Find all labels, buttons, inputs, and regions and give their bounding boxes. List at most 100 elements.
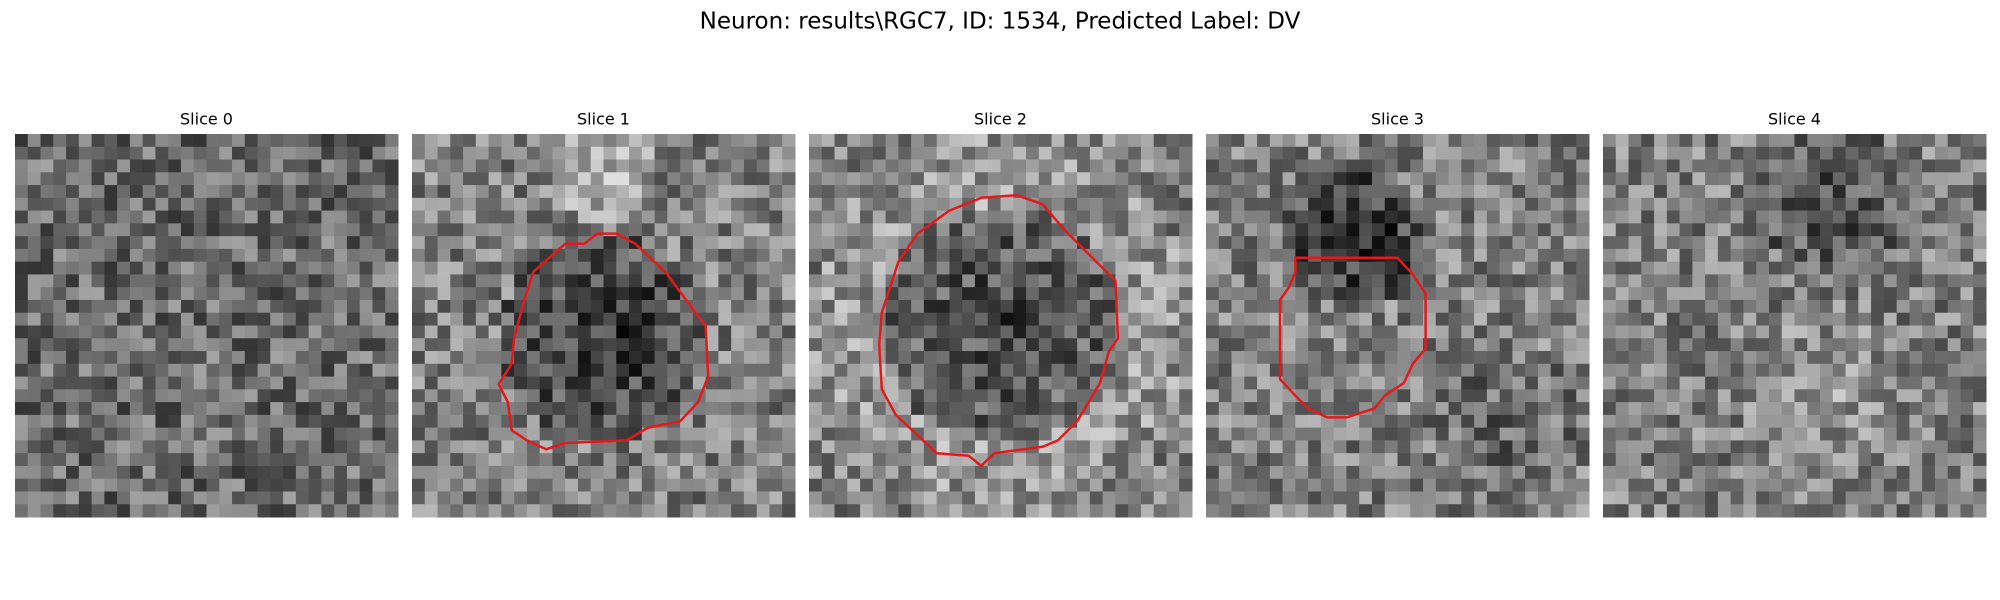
pixel xyxy=(308,376,322,390)
pixel xyxy=(1410,414,1424,429)
pixel xyxy=(1563,491,1577,505)
pixel xyxy=(603,185,617,199)
pixel xyxy=(834,363,848,378)
pixel xyxy=(334,363,348,378)
pixel xyxy=(1603,236,1617,250)
pixel xyxy=(1512,325,1526,339)
pixel xyxy=(270,402,284,416)
pixel xyxy=(1064,325,1078,339)
slice-image xyxy=(1206,134,1590,518)
pixel xyxy=(437,261,451,275)
pixel xyxy=(1128,389,1142,403)
pixel xyxy=(743,478,758,492)
pixel xyxy=(860,491,874,505)
pixel xyxy=(1179,478,1193,492)
pixel xyxy=(756,261,770,275)
pixel xyxy=(1563,261,1577,275)
pixel xyxy=(1525,248,1539,263)
pixel xyxy=(295,210,310,224)
pixel xyxy=(974,248,989,263)
pixel xyxy=(117,414,131,429)
pixel xyxy=(1410,185,1424,199)
pixel xyxy=(463,287,477,301)
pixel xyxy=(923,414,938,429)
pixel xyxy=(1179,172,1193,186)
pixel xyxy=(1486,146,1501,161)
pixel xyxy=(1026,185,1040,199)
pixel xyxy=(1064,274,1078,288)
pixel xyxy=(346,197,361,212)
pixel xyxy=(270,236,284,250)
pixel xyxy=(168,427,182,441)
pixel xyxy=(359,325,373,339)
pixel xyxy=(1871,261,1885,275)
pixel xyxy=(1026,338,1040,352)
pixel xyxy=(1768,134,1783,148)
pixel xyxy=(1909,465,1923,480)
pixel xyxy=(603,465,617,480)
pixel xyxy=(78,210,93,224)
pixel xyxy=(232,223,246,237)
pixel xyxy=(1603,172,1617,186)
pixel xyxy=(1128,453,1142,467)
pixel xyxy=(680,376,694,390)
pixel xyxy=(295,338,310,352)
pixel xyxy=(718,236,732,250)
pixel xyxy=(1832,172,1847,186)
pixel xyxy=(1397,185,1411,199)
pixel xyxy=(1257,478,1271,492)
pixel xyxy=(283,185,297,199)
pixel xyxy=(412,440,426,454)
pixel xyxy=(769,248,783,263)
pixel xyxy=(142,248,156,263)
pixel xyxy=(437,312,451,326)
pixel xyxy=(1922,210,1936,224)
pixel xyxy=(756,325,770,339)
pixel xyxy=(475,338,490,352)
pixel xyxy=(923,478,938,492)
pixel xyxy=(359,402,373,416)
pixel xyxy=(834,210,848,224)
pixel xyxy=(295,274,310,288)
pixel xyxy=(1371,274,1386,288)
pixel xyxy=(731,159,745,173)
pixel xyxy=(590,287,604,301)
pixel xyxy=(1140,223,1155,237)
pixel xyxy=(1679,440,1693,454)
pixel xyxy=(1512,363,1526,378)
pixel xyxy=(1269,287,1284,301)
pixel xyxy=(257,223,271,237)
pixel xyxy=(450,453,464,467)
pixel xyxy=(1231,172,1245,186)
pixel xyxy=(590,325,604,339)
pixel xyxy=(1140,414,1155,429)
pixel xyxy=(1705,299,1719,314)
pixel xyxy=(232,504,246,518)
pixel xyxy=(1858,248,1872,263)
pixel xyxy=(923,197,938,212)
pixel xyxy=(1922,159,1936,173)
pixel xyxy=(424,478,439,492)
pixel xyxy=(692,159,707,173)
pixel xyxy=(1756,414,1770,429)
pixel xyxy=(1218,351,1233,365)
pixel xyxy=(1038,465,1053,480)
pixel xyxy=(475,402,490,416)
pixel xyxy=(1550,197,1564,212)
pixel xyxy=(78,248,93,263)
pixel xyxy=(142,414,156,429)
pixel xyxy=(718,146,732,161)
pixel xyxy=(1615,414,1630,429)
pixel xyxy=(1153,402,1167,416)
pixel xyxy=(40,134,54,148)
pixel xyxy=(860,299,874,314)
pixel xyxy=(898,351,912,365)
pixel xyxy=(1089,363,1104,378)
pixel xyxy=(1717,274,1732,288)
pixel xyxy=(526,134,541,148)
pixel xyxy=(936,504,950,518)
pixel xyxy=(654,210,668,224)
pixel xyxy=(1140,351,1155,365)
pixel xyxy=(437,465,451,480)
pixel xyxy=(1435,261,1450,275)
